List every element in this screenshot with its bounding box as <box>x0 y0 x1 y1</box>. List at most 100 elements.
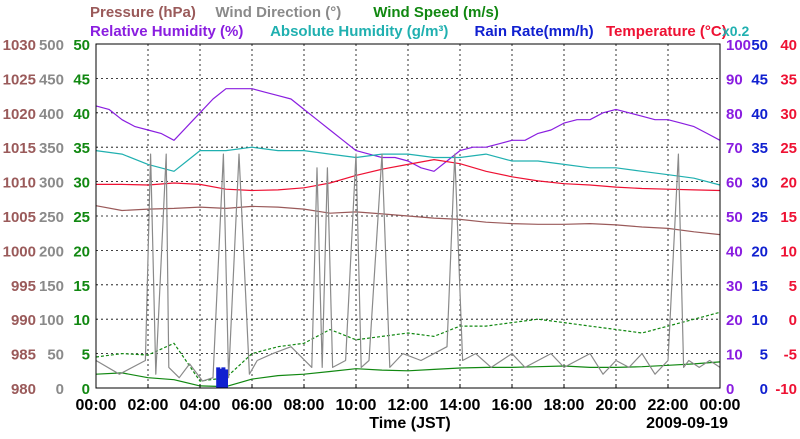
series-layer <box>95 88 721 388</box>
x-tick-3: 06:00 <box>232 397 273 414</box>
title-row-1: Pressure (hPa) Wind Direction (°) Wind Spe… <box>90 4 499 21</box>
rain-tick-6: 30 <box>751 175 768 192</box>
wind_dir-tick-6: 300 <box>39 175 64 192</box>
temperature-tick-6: 20 <box>780 175 797 192</box>
pressure-tick-1: 985 <box>11 347 36 364</box>
humidity-tick-6: 60 <box>726 175 743 192</box>
x-tick-8: 16:00 <box>492 397 533 414</box>
wind_speed-tick-9: 45 <box>73 71 90 88</box>
wind_dir-tick-10: 500 <box>39 37 64 54</box>
wind_dir-tick-2: 100 <box>39 312 64 329</box>
wind_speed-tick-5: 25 <box>73 209 90 226</box>
pressure-tick-4: 1000 <box>3 243 36 260</box>
series-wind_direction <box>95 153 721 382</box>
rain-bar-3 <box>224 369 228 388</box>
rain-tick-0: 0 <box>760 381 768 398</box>
title-title-row2-0: Relative Humidity (%) <box>90 23 243 40</box>
rain-tick-4: 20 <box>751 243 768 260</box>
humidity-tick-4: 40 <box>726 243 743 260</box>
pressure-tick-7: 1015 <box>3 140 36 157</box>
x-tick-10: 20:00 <box>596 397 637 414</box>
x-tick-7: 14:00 <box>440 397 481 414</box>
wind_dir-tick-8: 400 <box>39 106 64 123</box>
x-axis-label: Time (JST) <box>369 415 451 432</box>
temperature-tick-3: 5 <box>789 278 797 295</box>
pressure-tick-9: 1025 <box>3 71 36 88</box>
series-wind_gust <box>95 311 721 382</box>
humidity-tick-2: 20 <box>726 312 743 329</box>
wind_dir-tick-7: 350 <box>39 140 64 157</box>
rain-tick-2: 10 <box>751 312 768 329</box>
temperature-tick-9: 35 <box>780 71 797 88</box>
pressure-tick-5: 1005 <box>3 209 36 226</box>
title-title-row1-1: Wind Direction (°) <box>215 4 341 21</box>
rain-tick-9: 45 <box>751 71 768 88</box>
wind_speed-tick-7: 35 <box>73 140 90 157</box>
x-tick-1: 02:00 <box>128 397 169 414</box>
rain-tick-10: 50 <box>751 37 768 54</box>
temperature-tick-2: 0 <box>789 312 797 329</box>
x-tick-2: 04:00 <box>180 397 221 414</box>
x-tick-labels: 00:00 02:00 04:00 06:00 08:00 10:00 12:00 14:00… <box>76 384 741 414</box>
wind_dir-tick-1: 50 <box>47 347 64 364</box>
rain-bar-0 <box>216 367 221 388</box>
date-label: 2009-09-19 <box>646 415 728 432</box>
rain-bar-2 <box>221 367 226 388</box>
pressure-tick-3: 995 <box>11 278 36 295</box>
rain-tick-3: 15 <box>751 278 768 295</box>
x-tick-6: 12:00 <box>388 397 429 414</box>
wind_speed-tick-0: 0 <box>82 381 90 398</box>
temperature-tick-1: -5 <box>784 347 797 364</box>
wind_dir-tick-4: 200 <box>39 243 64 260</box>
wind_speed-tick-8: 40 <box>73 106 90 123</box>
humidity-tick-8: 80 <box>726 106 743 123</box>
wind_dir-tick-0: 0 <box>56 381 64 398</box>
title-title-row2-3: Temperature (°C) <box>606 23 727 40</box>
temperature-tick-0: -10 <box>775 381 797 398</box>
rain-tick-8: 40 <box>751 106 768 123</box>
humidity-tick-3: 30 <box>726 278 743 295</box>
wind_speed-tick-2: 10 <box>73 312 90 329</box>
title-title-row1-2: Wind Speed (m/s) <box>373 4 499 21</box>
wind_dir-tick-5: 250 <box>39 209 64 226</box>
x-tick-5: 10:00 <box>336 397 377 414</box>
pressure-tick-8: 1020 <box>3 106 36 123</box>
x-tick-0: 00:00 <box>76 397 117 414</box>
wind_dir-tick-3: 150 <box>39 278 64 295</box>
series-absolute_humidity <box>95 146 721 186</box>
temperature-tick-4: 10 <box>780 243 797 260</box>
temperature-tick-7: 25 <box>780 140 797 157</box>
humidity-tick-9: 90 <box>726 71 743 88</box>
humidity-tick-7: 70 <box>726 140 743 157</box>
right-axes: 0102030405060708090100051015202530354045… <box>726 37 797 398</box>
x-tick-4: 08:00 <box>284 397 325 414</box>
series-pressure <box>95 205 721 236</box>
pressure-tick-10: 1030 <box>3 37 36 54</box>
series-temperature <box>96 159 721 192</box>
title-title-row2-1: Absolute Humidity (g/m³) <box>270 23 448 40</box>
wind_speed-tick-1: 5 <box>82 347 90 364</box>
wind_speed-tick-3: 15 <box>73 278 90 295</box>
x-tick-12: 00:00 <box>700 397 741 414</box>
title-row-2: Relative Humidity (%) Absolute Humidity (… <box>90 23 727 40</box>
series-relative_humidity <box>95 88 721 172</box>
rain-tick-7: 35 <box>751 140 768 157</box>
humidity-tick-1: 10 <box>726 347 743 364</box>
humidity-tick-0: 0 <box>726 381 734 398</box>
wind_speed-tick-4: 20 <box>73 243 90 260</box>
wind_dir-tick-9: 450 <box>39 71 64 88</box>
title-title-row2-2: Rain Rate(mm/h) <box>475 23 594 40</box>
wind_speed-tick-10: 50 <box>73 37 90 54</box>
temperature-tick-8: 30 <box>780 106 797 123</box>
temperature-tick-5: 15 <box>780 209 797 226</box>
rain-tick-1: 5 <box>760 347 768 364</box>
pressure-tick-2: 990 <box>11 312 36 329</box>
x-tick-11: 22:00 <box>648 397 689 414</box>
x-tick-9: 18:00 <box>544 397 585 414</box>
humidity-tick-10: 100 <box>726 37 751 54</box>
temperature-tick-10: 40 <box>780 37 797 54</box>
pressure-tick-0: 980 <box>11 381 36 398</box>
title-title-row1-0: Pressure (hPa) <box>90 4 196 21</box>
